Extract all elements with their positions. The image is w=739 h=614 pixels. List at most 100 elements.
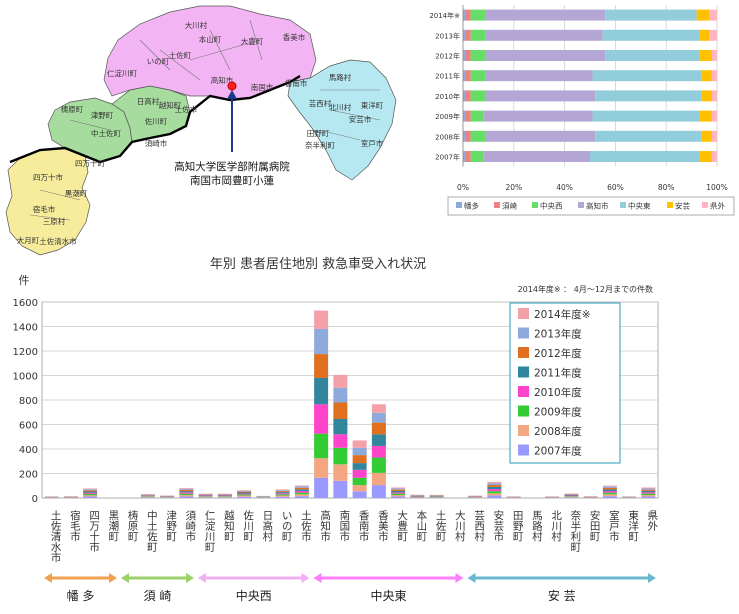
pct-bar-segment — [486, 30, 603, 41]
y-category-label: 2010年 — [435, 92, 460, 101]
pct-bar-segment — [466, 30, 471, 41]
stacked-bar-segment — [353, 448, 367, 455]
percent-stacked-svg: 0%20%40%60%80%100%2014年※2013年2012年2011年2… — [420, 0, 739, 225]
x-category-label: 北川村 — [550, 510, 562, 542]
stacked-bar-segment — [641, 497, 655, 498]
pct-bar-segment — [605, 50, 699, 61]
stacked-bar-segment — [333, 448, 347, 465]
stacked-bar-segment — [603, 489, 617, 491]
stacked-bar-segment — [391, 495, 405, 496]
pct-bar-segment — [466, 10, 471, 21]
map-label: 南国市 — [251, 82, 274, 92]
map-label: 津野町 — [91, 111, 114, 120]
map-label: 安芸市 — [349, 114, 372, 124]
main-legend-box — [510, 303, 620, 463]
stacked-bar-segment — [276, 494, 290, 495]
region-arrowhead-right — [648, 573, 656, 583]
x-tick-label: 100% — [706, 183, 727, 192]
stacked-bar-segment — [564, 495, 578, 496]
stacked-bar-segment — [641, 495, 655, 496]
stacked-bar-segment — [218, 497, 232, 498]
stacked-bar-segment — [83, 490, 97, 491]
main-legend-swatch — [518, 386, 529, 397]
map-label: 黒潮町 — [65, 188, 88, 198]
map-label: 大豊町 — [241, 36, 264, 46]
stacked-bar-segment — [314, 434, 328, 459]
map-label: 須崎市 — [145, 138, 168, 148]
pct-bar-segment — [590, 151, 699, 162]
stacked-bar-segment — [564, 496, 578, 497]
y-tick-label: 1200 — [13, 347, 38, 358]
x-category-label: 本山町 — [415, 509, 427, 541]
x-category-label: いの町 — [281, 510, 293, 542]
stacked-bar-segment — [179, 488, 193, 489]
stacked-bar-segment — [314, 478, 328, 498]
pct-bar-segment — [471, 70, 486, 81]
stacked-bar-segment — [295, 491, 309, 493]
x-category-label: 香南市 — [358, 510, 370, 542]
map-label: 佐川町 — [145, 116, 168, 126]
stacked-bar-segment — [641, 487, 655, 488]
main-legend-label: 2011年度 — [534, 367, 582, 380]
stacked-bar-segment — [372, 458, 386, 473]
hospital-label-line1: 高知大学医学部附属病院 — [174, 160, 290, 173]
stacked-bar-segment — [372, 485, 386, 498]
stacked-bar-segment — [353, 463, 367, 470]
stacked-bar-segment — [83, 488, 97, 489]
x-category-label: 中土佐町 — [146, 509, 158, 552]
stacked-bar-segment — [83, 497, 97, 498]
x-category-label: 津野町 — [165, 510, 177, 542]
stacked-bar-segment — [333, 434, 347, 447]
stacked-bar-segment — [353, 470, 367, 478]
stacked-bar-segment — [353, 485, 367, 491]
stacked-bar-segment — [295, 493, 309, 495]
stacked-bar-segment — [353, 455, 367, 463]
pct-bar-segment — [702, 70, 712, 81]
x-tick-label: 80% — [658, 183, 675, 192]
pct-legend-swatch — [702, 202, 708, 208]
x-category-label: 大豊町 — [396, 509, 408, 541]
stacked-bar-segment — [199, 497, 213, 498]
map-label: 中土佐町 — [91, 128, 121, 138]
stacked-bar-segment — [487, 491, 501, 493]
pct-bar-segment — [471, 111, 484, 122]
stacked-bar-segment — [83, 492, 97, 493]
main-legend-swatch — [518, 445, 529, 456]
pct-bar-segment — [712, 151, 717, 162]
region-label: 中央西 — [236, 588, 272, 603]
stacked-bar-segment — [391, 487, 405, 488]
pct-bar-segment — [712, 131, 717, 142]
x-category-label: 田野町 — [512, 510, 524, 542]
stacked-bar-segment — [276, 496, 290, 497]
stacked-bar-segment — [603, 486, 617, 487]
x-category-label: 宿毛市 — [69, 509, 81, 542]
stacked-bar-segment — [333, 419, 347, 434]
stacked-bar-segment — [564, 497, 578, 498]
map-label: 本山町 — [199, 34, 222, 44]
stacked-bar-segment — [641, 494, 655, 495]
region-arrowhead-right — [456, 573, 464, 583]
stacked-bar-segment — [237, 491, 251, 492]
stacked-bar-segment — [333, 464, 347, 481]
x-tick-label: 60% — [607, 183, 624, 192]
stacked-bar-segment — [487, 482, 501, 483]
stacked-bar-segment — [83, 493, 97, 494]
pct-bar-segment — [471, 90, 486, 101]
stacked-bar-segment — [487, 493, 501, 495]
stacked-bar-segment — [179, 492, 193, 493]
stacked-bar-segment — [199, 496, 213, 497]
x-category-label: 土佐町 — [435, 509, 447, 541]
pct-bar-segment — [712, 90, 717, 101]
pct-bar-segment — [712, 50, 717, 61]
x-category-label: 安田町 — [589, 509, 601, 541]
stacked-bar-segment — [564, 496, 578, 497]
stacked-bar-segment — [314, 458, 328, 478]
pct-legend-swatch — [667, 202, 673, 208]
stacked-bar-segment — [372, 413, 386, 423]
stacked-bar-segment — [237, 494, 251, 495]
region-arrowhead-left — [44, 573, 52, 583]
stacked-bar-segment — [218, 496, 232, 497]
pct-bar-segment — [466, 70, 471, 81]
